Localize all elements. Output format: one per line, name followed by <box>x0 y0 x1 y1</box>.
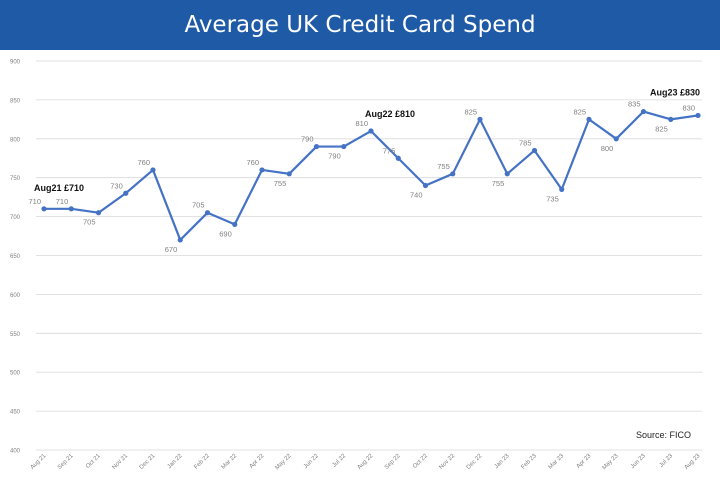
data-label: 790 <box>301 135 314 144</box>
x-tick-label: Feb 22 <box>193 453 211 471</box>
chart-title-banner: Average UK Credit Card Spend <box>0 0 720 50</box>
data-label: 670 <box>165 245 178 254</box>
data-point <box>286 171 292 177</box>
data-label: 790 <box>328 152 341 161</box>
data-point <box>477 116 483 122</box>
data-label: 810 <box>355 119 368 128</box>
data-label: 690 <box>219 229 232 238</box>
data-point <box>395 155 401 161</box>
source-note: Source: FICO <box>636 430 692 440</box>
annotation: Aug22 £810 <box>365 109 415 119</box>
annotation: Aug23 £830 <box>650 87 700 97</box>
data-point <box>695 112 701 119</box>
data-point <box>95 210 102 216</box>
data-point <box>368 128 374 134</box>
x-tick-label: May 22 <box>275 453 294 472</box>
chart-title: Average UK Credit Card Spend <box>184 12 536 38</box>
x-tick-label: Oct 22 <box>412 453 429 470</box>
x-tick-label: Mar 22 <box>221 453 239 471</box>
x-tick-label: Jul 22 <box>332 453 348 469</box>
x-tick-label: Jun 23 <box>630 453 647 470</box>
data-label: 730 <box>110 181 123 190</box>
x-tick-label: Jan 22 <box>167 453 184 470</box>
data-point <box>586 116 592 122</box>
data-label: 835 <box>628 100 641 109</box>
data-point <box>204 210 211 216</box>
y-tick-label: 550 <box>10 332 21 338</box>
data-point <box>177 237 183 243</box>
data-label: 710 <box>28 197 41 206</box>
data-label: 775 <box>383 146 396 155</box>
y-tick-label: 500 <box>10 371 21 377</box>
y-tick-label: 700 <box>10 215 21 221</box>
data-label: 760 <box>137 158 150 167</box>
data-label: 735 <box>546 194 559 203</box>
y-tick-label: 750 <box>10 176 21 182</box>
data-point <box>668 116 674 122</box>
data-point <box>41 206 47 212</box>
y-tick-label: 450 <box>10 410 21 416</box>
data-label: 825 <box>573 107 586 116</box>
x-tick-label: Apr 23 <box>576 453 593 470</box>
data-label: 825 <box>655 124 668 133</box>
x-tick-label: Feb 23 <box>520 453 538 471</box>
y-tick-label: 900 <box>10 60 21 66</box>
x-tick-label: Nov 22 <box>438 453 456 471</box>
data-point <box>259 167 265 173</box>
x-tick-label: Oct 21 <box>85 453 102 470</box>
data-label: 710 <box>56 197 69 206</box>
data-point <box>450 171 456 177</box>
x-tick-label: Sep 22 <box>384 453 402 471</box>
data-point <box>422 182 429 189</box>
x-tick-label: Dec 22 <box>466 453 484 471</box>
y-tick-label: 600 <box>10 293 21 299</box>
data-label: 740 <box>410 190 423 199</box>
data-point <box>531 147 538 154</box>
line-chart: 400 450 500 550 600 650 700 750 800 850 900 Aug 21 S… <box>10 60 702 472</box>
data-point <box>613 136 619 142</box>
x-tick-label: Aug 23 <box>684 453 702 471</box>
x-tick-label: Sep 21 <box>57 453 75 471</box>
data-label: 830 <box>682 103 695 112</box>
data-point <box>341 143 347 150</box>
x-tick-label: Dec 21 <box>139 453 157 471</box>
data-label: 705 <box>192 201 205 210</box>
y-tick-label: 800 <box>10 137 21 143</box>
data-point <box>640 108 647 115</box>
data-label: 825 <box>464 107 477 116</box>
data-label: 755 <box>492 179 505 188</box>
data-point <box>504 171 510 177</box>
x-tick-label: Apr 22 <box>249 453 266 470</box>
x-tick-label: Aug 22 <box>357 453 375 471</box>
x-tick-label: Jan 23 <box>494 453 511 470</box>
data-label: 755 <box>437 162 450 171</box>
data-point <box>313 143 320 150</box>
x-tick-label: Aug 21 <box>30 453 48 471</box>
data-label: 755 <box>274 179 287 188</box>
data-point <box>123 190 129 196</box>
data-point <box>232 221 238 227</box>
y-tick-label: 850 <box>10 98 21 104</box>
y-tick-label: 650 <box>10 254 21 260</box>
x-tick-label: Nov 21 <box>111 453 129 471</box>
data-label: 760 <box>246 158 259 167</box>
y-tick-label: 400 <box>10 449 21 455</box>
data-label: 785 <box>519 138 532 147</box>
x-tick-label: Jul 23 <box>659 453 675 469</box>
x-tick-label: May 23 <box>602 453 621 472</box>
x-tick-label: Jun 22 <box>303 453 320 470</box>
data-point <box>150 167 156 173</box>
data-label: 800 <box>601 144 614 153</box>
x-tick-label: Mar 23 <box>548 453 566 471</box>
data-label: 705 <box>83 218 96 227</box>
data-point <box>559 186 565 192</box>
data-point <box>68 206 74 212</box>
chart-area: 400 450 500 550 600 650 700 750 800 850 900 Aug 21 S… <box>0 50 720 483</box>
annotation: Aug21 £710 <box>34 183 84 193</box>
